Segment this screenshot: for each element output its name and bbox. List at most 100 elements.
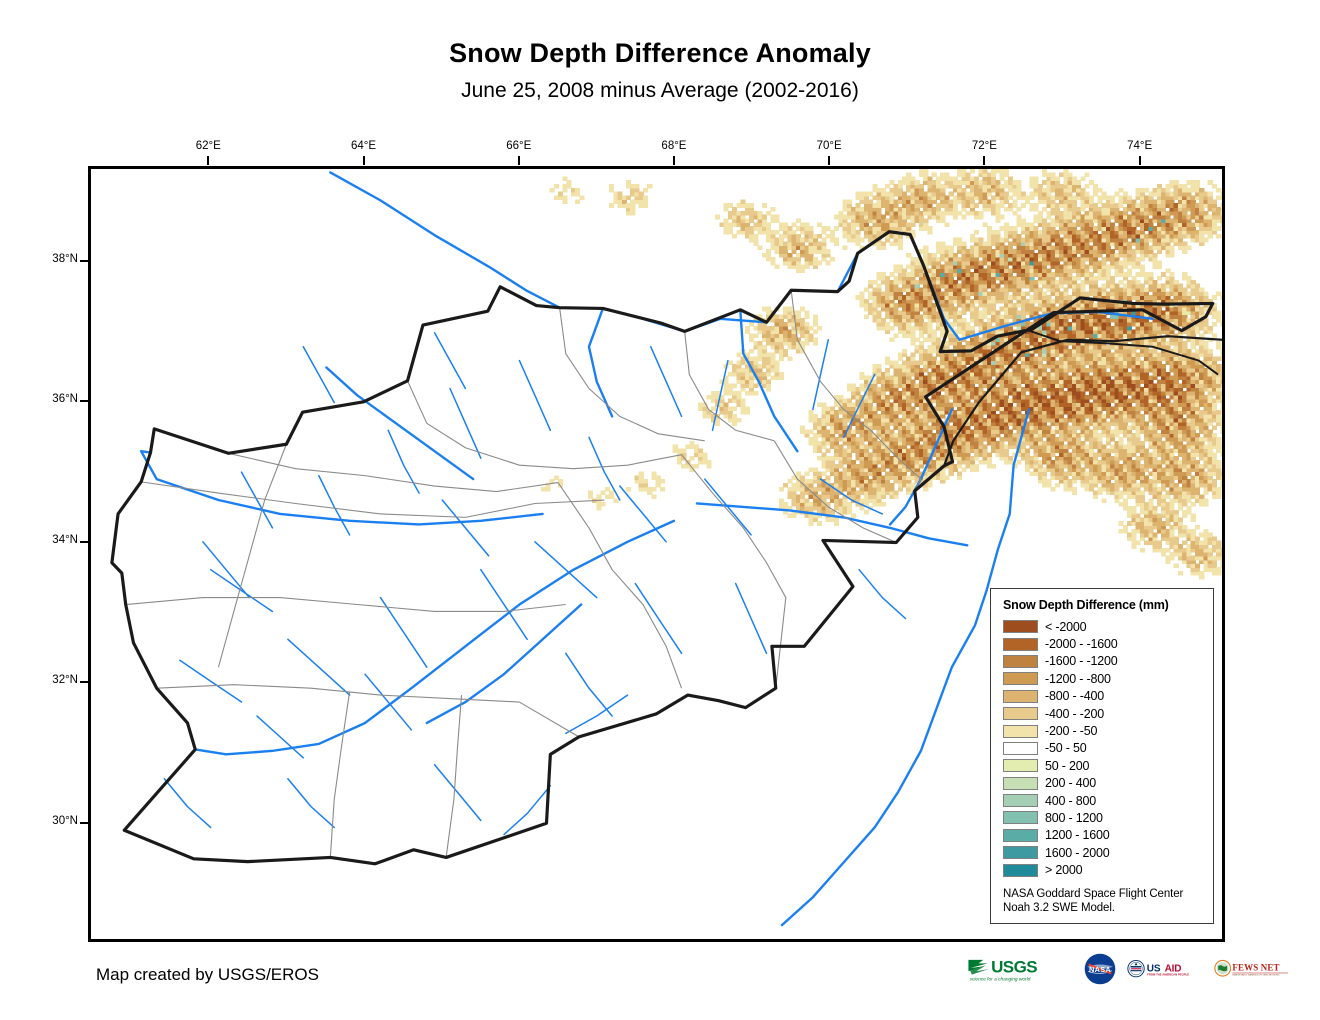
river-tributary xyxy=(703,478,752,536)
legend-label: -200 - -50 xyxy=(1045,724,1098,739)
legend-row[interactable]: -800 - -400 xyxy=(1003,688,1203,705)
footer-credit: Map created by USGS/EROS xyxy=(96,965,319,984)
legend-row[interactable]: 800 - 1200 xyxy=(1003,809,1203,826)
title-block: Snow Depth Difference Anomaly June 25, 2… xyxy=(0,36,1320,106)
lon-tick-mark xyxy=(207,156,210,165)
map-frame[interactable] xyxy=(88,166,1225,942)
pakistan-north-border xyxy=(943,335,1222,467)
fewsnet-tagline: FAMINE EARLY WARNING SYSTEMS NETWORK xyxy=(1232,974,1280,977)
legend-row[interactable]: -2000 - -1600 xyxy=(1003,635,1203,652)
river-tributary xyxy=(812,339,830,411)
legend-label: -1200 - -800 xyxy=(1045,671,1111,686)
lat-tick-label: 34°N xyxy=(52,533,78,546)
usgs-tagline: science for a changing world xyxy=(970,976,1031,982)
river-tributary xyxy=(441,499,490,557)
lat-tick-label: 32°N xyxy=(52,674,78,687)
lat-tick-label: 36°N xyxy=(52,393,78,406)
kashmir-border xyxy=(1028,329,1219,376)
legend-row[interactable]: -50 - 50 xyxy=(1003,740,1203,757)
legend-row[interactable]: 1600 - 2000 xyxy=(1003,844,1203,861)
legend-row[interactable]: 1200 - 1600 xyxy=(1003,827,1203,844)
legend-row[interactable]: -1200 - -800 xyxy=(1003,670,1203,687)
lon-tick-mark xyxy=(983,156,986,165)
river-main xyxy=(194,519,676,756)
legend-entry-list: < -2000 -2000 - -1600 -1600 - -1200 -1200 -… xyxy=(1003,618,1203,879)
river-tributary xyxy=(318,474,351,536)
lon-tick-label: 70°E xyxy=(816,140,842,152)
legend-label: < -2000 xyxy=(1045,619,1087,634)
province-boundary xyxy=(559,307,705,442)
province-boundary xyxy=(228,452,559,493)
river-tributary xyxy=(179,659,243,703)
river-tributary xyxy=(649,345,683,418)
river-tributary xyxy=(819,478,884,515)
legend-color-swatch xyxy=(1003,863,1038,877)
legend-row[interactable]: -1600 - -1200 xyxy=(1003,653,1203,670)
river-tributary xyxy=(711,359,729,432)
legend-color-swatch xyxy=(1003,724,1038,738)
lat-tick-label: 30°N xyxy=(52,814,78,827)
lon-tick-label: 74°E xyxy=(1127,140,1153,152)
province-boundary xyxy=(156,684,580,738)
usgs-logo[interactable]: USGS science for a changing world xyxy=(966,952,1074,986)
country-boundaries-layer xyxy=(110,230,1222,866)
lon-tick-label: 72°E xyxy=(971,140,997,152)
river-tributary xyxy=(287,778,335,829)
legend-source-note: NASA Goddard Space Flight Center Noah 3.… xyxy=(1003,887,1203,915)
legend-label: -400 - -200 xyxy=(1045,706,1104,721)
river-main xyxy=(425,603,583,725)
river-tributary xyxy=(449,387,482,459)
river-main xyxy=(325,366,475,481)
province-boundary xyxy=(790,290,872,431)
legend-color-swatch xyxy=(1003,776,1038,790)
legend-label: -50 - 50 xyxy=(1045,741,1087,756)
lon-tick-label: 64°E xyxy=(350,140,377,152)
province-boundary xyxy=(125,597,566,612)
legend-row[interactable]: -200 - -50 xyxy=(1003,722,1203,739)
lon-tick-label: 62°E xyxy=(195,140,221,152)
river-tributary xyxy=(734,582,768,655)
river-tributary xyxy=(163,778,212,829)
legend-title: Snow Depth Difference (mm) xyxy=(1003,598,1169,612)
province-boundary xyxy=(407,380,682,470)
lon-tick-label: 66°E xyxy=(506,140,532,152)
river-tributary xyxy=(302,345,335,404)
river-tributary xyxy=(565,652,613,717)
usaid-tagline: FROM THE AMERICAN PEOPLE xyxy=(1147,973,1189,977)
province-boundary xyxy=(681,454,787,689)
province-boundary xyxy=(773,440,897,543)
lon-tick-mark xyxy=(362,156,365,165)
province-boundary xyxy=(684,331,775,442)
legend-row[interactable]: 200 - 400 xyxy=(1003,775,1203,792)
lon-tick-mark xyxy=(828,156,831,165)
river-tributary xyxy=(588,436,621,501)
river-tributary xyxy=(256,715,305,759)
afghanistan-border xyxy=(110,230,1215,866)
legend-row[interactable]: 50 - 200 xyxy=(1003,757,1203,774)
nasa-logo[interactable]: NASA xyxy=(1083,952,1117,986)
river-tributary xyxy=(858,568,907,620)
legend-source-line-1: NASA Goddard Space Flight Center xyxy=(1003,887,1184,900)
river-tributary xyxy=(433,331,467,390)
river-tributary xyxy=(379,596,428,668)
legend-row[interactable]: > 2000 xyxy=(1003,861,1203,878)
legend-label: -2000 - -1600 xyxy=(1045,637,1118,652)
province-boundary xyxy=(217,444,287,668)
legend-row[interactable]: 400 - 800 xyxy=(1003,792,1203,809)
map-legend[interactable]: Snow Depth Difference (mm) < -2000 -2000 … xyxy=(990,588,1214,924)
river-tributary xyxy=(287,638,351,696)
legend-row[interactable]: -400 - -200 xyxy=(1003,705,1203,722)
legend-color-swatch xyxy=(1003,707,1038,721)
river-tributary xyxy=(387,429,420,494)
fewsnet-logo[interactable]: FEWS NET FAMINE EARLY WARNING SYSTEMS NE… xyxy=(1213,952,1293,986)
river-tributary xyxy=(534,541,598,599)
usaid-logo[interactable]: US AID FROM THE AMERICAN PEOPLE xyxy=(1126,952,1204,986)
legend-row[interactable]: < -2000 xyxy=(1003,618,1203,635)
legend-label: 50 - 200 xyxy=(1045,758,1090,773)
river-main xyxy=(587,307,614,418)
river-tributary xyxy=(634,582,683,655)
legend-label: > 2000 xyxy=(1045,863,1083,878)
lon-tick-mark xyxy=(517,156,520,165)
province-boundary xyxy=(141,481,605,518)
lat-tick-label: 38°N xyxy=(52,252,78,265)
